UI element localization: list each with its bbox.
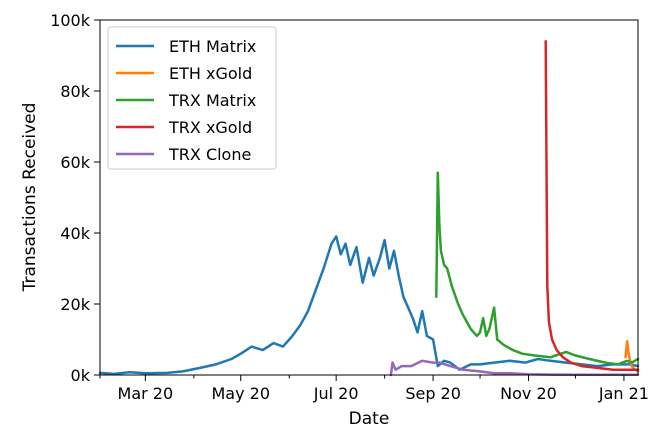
y-axis-ticks: 0k 20k 40k 60k 80k 100k: [50, 11, 100, 385]
legend-label: TRX Clone: [168, 145, 251, 164]
series-line-0: [98, 235, 640, 376]
series-layer: [98, 40, 640, 377]
y-tick-label: 0k: [71, 366, 91, 385]
y-tick-label: 20k: [60, 295, 90, 314]
y-tick-label: 60k: [60, 153, 90, 172]
x-axis-label: Date: [349, 409, 390, 429]
y-tick-label: 100k: [50, 11, 91, 30]
legend-label: ETH Matrix: [169, 37, 256, 56]
x-tick-label: May 20: [211, 384, 270, 403]
y-tick-label: 40k: [60, 224, 90, 243]
x-tick-label: Sep 20: [405, 384, 461, 403]
legend-label: TRX xGold: [168, 118, 252, 137]
legend-label: ETH xGold: [169, 64, 252, 83]
legend-label: TRX Matrix: [168, 91, 256, 110]
legend: ETH Matrix ETH xGold TRX Matrix TRX xGold TR…: [107, 26, 277, 170]
y-axis-label: Transactions Received: [20, 103, 40, 293]
series-line-2: [435, 171, 640, 366]
x-tick-label: Jul 20: [313, 384, 359, 403]
series-line-3: [544, 40, 640, 371]
y-tick-label: 80k: [60, 82, 90, 101]
legend-box: [107, 26, 277, 170]
x-tick-label: Mar 20: [118, 384, 174, 403]
plot-frame: [99, 19, 639, 376]
x-axis-ticks: Mar 20 May 20 Jul 20 Sep 20 Nov 20 Jan 21: [99, 375, 649, 403]
x-tick-label: Jan 21: [598, 384, 649, 403]
x-tick-label: Nov 20: [500, 384, 557, 403]
